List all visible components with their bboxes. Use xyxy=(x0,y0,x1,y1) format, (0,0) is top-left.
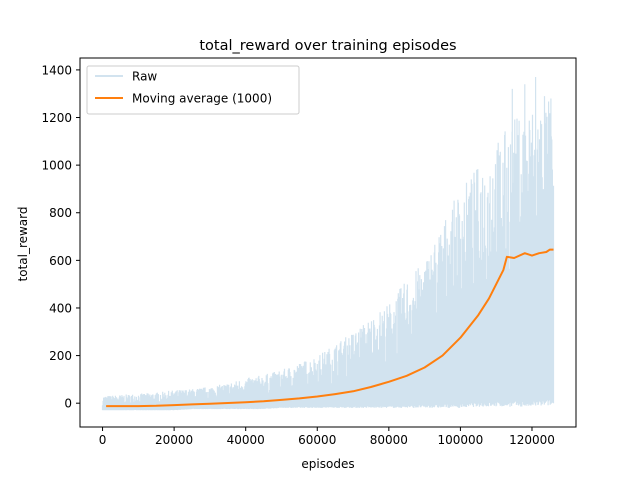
y-tick-label: 1000 xyxy=(41,159,72,173)
y-tick-label: 800 xyxy=(49,206,72,220)
plot-area xyxy=(101,77,555,411)
x-tick-label: 100000 xyxy=(438,433,484,447)
x-tick-label: 120000 xyxy=(509,433,555,447)
legend-moving-average-label: Moving average (1000) xyxy=(132,92,272,106)
x-tick-label: 80000 xyxy=(370,433,408,447)
legend-frame xyxy=(86,65,300,115)
y-tick-label: 1200 xyxy=(41,111,72,125)
y-tick-label: 400 xyxy=(49,301,72,315)
moving-average-line xyxy=(106,248,554,408)
x-axis-label: episodes xyxy=(301,457,354,471)
raw-series xyxy=(101,77,555,411)
legend: Raw Moving average (1000) xyxy=(86,65,300,115)
y-tick-label: 200 xyxy=(49,349,72,363)
axes-frame xyxy=(79,57,577,428)
x-tick-label: 0 xyxy=(99,433,107,447)
y-tick-label: 0 xyxy=(64,397,72,411)
x-tick-label: 40000 xyxy=(227,433,265,447)
x-tick-label: 20000 xyxy=(155,433,193,447)
y-tick-label: 1400 xyxy=(41,63,72,77)
chart-title: total_reward over training episodes xyxy=(199,38,456,54)
x-tick-label: 60000 xyxy=(298,433,336,447)
legend-raw-label: Raw xyxy=(132,70,157,84)
y-tick-label: 600 xyxy=(49,254,72,268)
axes: 0 20000 40000 60000 80000 100000 120000 0 200 400… xyxy=(41,57,577,447)
y-axis-label: total_reward xyxy=(16,207,30,282)
